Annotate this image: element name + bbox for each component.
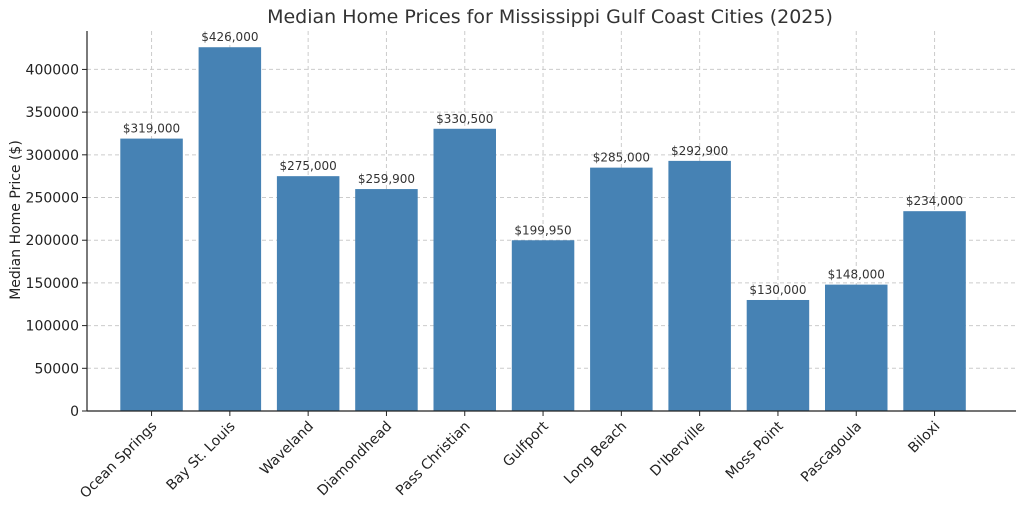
y-tick-label: 400000	[26, 62, 79, 78]
x-tick-label: Waveland	[257, 419, 317, 479]
x-tick-label: Diamondhead	[315, 419, 396, 500]
x-tick-label: Gulfport	[500, 418, 552, 470]
bar	[746, 299, 810, 411]
x-tick-label: Ocean Springs	[77, 419, 160, 502]
y-axis-label: Median Home Price ($)	[8, 140, 24, 300]
bar	[590, 167, 653, 411]
bar	[355, 189, 418, 411]
bar-value-label: $130,000	[749, 283, 806, 297]
bar-value-label: $234,000	[906, 194, 963, 208]
y-tick-label: 200000	[26, 233, 79, 249]
bar	[668, 160, 731, 411]
bar-value-label: $426,000	[201, 30, 258, 44]
bar-value-label: $292,900	[671, 144, 728, 158]
bar	[276, 176, 340, 411]
bar-value-labels: $319,000 $426,000 $275,000 $259,900 $330,500…	[123, 30, 963, 297]
x-tick-label: Long Beach	[561, 419, 630, 488]
y-tick-label: 350000	[26, 105, 79, 121]
bar	[825, 284, 888, 411]
bar	[903, 211, 966, 411]
y-tick-label: 100000	[26, 319, 79, 335]
bar-value-label: $259,900	[358, 172, 415, 186]
x-tick-label: Biloxi	[905, 419, 943, 457]
x-tick-label: Pascagoula	[798, 419, 865, 486]
bar-value-label: $199,950	[514, 223, 571, 237]
bars	[120, 47, 966, 412]
bar-value-label: $285,000	[593, 151, 650, 165]
bar-value-label: $275,000	[280, 159, 337, 173]
bar-value-label: $148,000	[828, 268, 885, 282]
x-tick-label: Moss Point	[723, 418, 787, 482]
bar-value-label: $319,000	[123, 122, 180, 136]
bar-value-label: $330,500	[436, 112, 493, 126]
bar	[198, 47, 262, 411]
x-tick-label: Bay St. Louis	[163, 419, 238, 494]
y-tick-label: 250000	[26, 191, 79, 207]
bar	[433, 128, 496, 412]
bar	[511, 240, 575, 411]
y-tick-label: 50000	[34, 361, 79, 377]
x-tick-label: Pass Christian	[393, 419, 474, 500]
y-tick-label: 0	[70, 404, 79, 420]
y-tick-label: 150000	[26, 276, 79, 292]
y-tick-label: 300000	[26, 148, 79, 164]
chart-title: Median Home Prices for Mississippi Gulf …	[267, 6, 833, 28]
x-tick-label: D'Iberville	[647, 419, 708, 480]
bar	[120, 138, 183, 411]
